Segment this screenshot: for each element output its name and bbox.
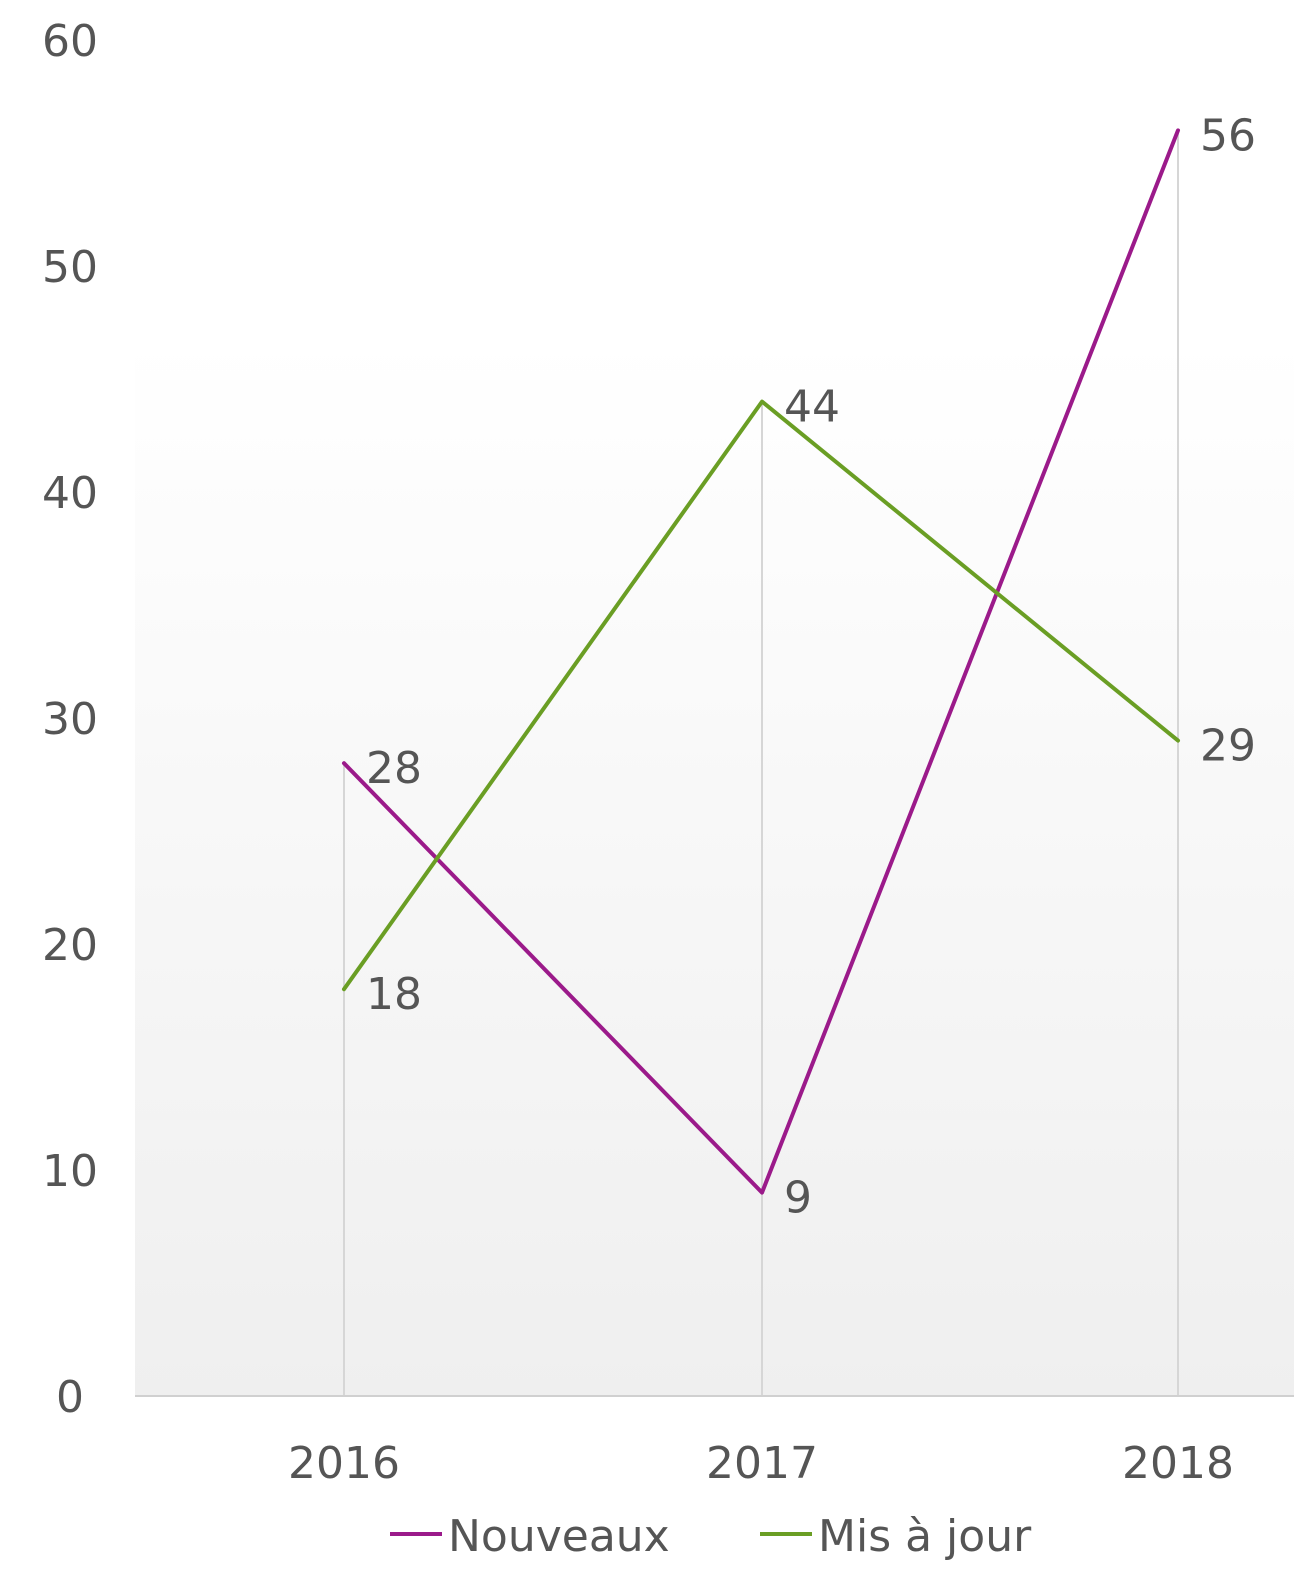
y-tick-label: 50 bbox=[42, 242, 98, 293]
plot-background bbox=[135, 40, 1294, 1396]
y-tick-label: 20 bbox=[42, 920, 98, 971]
x-tick-label: 2017 bbox=[706, 1438, 818, 1489]
data-label: 9 bbox=[784, 1173, 812, 1224]
y-tick-label: 40 bbox=[42, 468, 98, 519]
data-label: 29 bbox=[1200, 721, 1256, 772]
data-labels: 28 9 56 18 44 29 bbox=[366, 110, 1256, 1223]
drop-lines bbox=[343, 130, 1179, 1396]
x-tick-label: 2018 bbox=[1122, 1438, 1234, 1489]
series-line-nouveaux bbox=[342, 128, 1180, 1195]
data-label: 56 bbox=[1200, 110, 1256, 161]
y-tick-label: 30 bbox=[42, 694, 98, 745]
data-label: 28 bbox=[366, 743, 422, 794]
data-label: 18 bbox=[366, 969, 422, 1020]
series-lines bbox=[342, 128, 1180, 1195]
x-tick-label: 2016 bbox=[288, 1438, 400, 1489]
legend-label: Nouveaux bbox=[448, 1511, 670, 1562]
legend: Nouveaux Mis à jour bbox=[390, 1511, 1032, 1562]
legend-label: Mis à jour bbox=[818, 1511, 1032, 1562]
y-tick-label: 60 bbox=[42, 16, 98, 67]
x-axis: 2016 2017 2018 bbox=[288, 1438, 1234, 1489]
series-line-mis-a-jour bbox=[342, 399, 1180, 992]
y-tick-label: 10 bbox=[42, 1146, 98, 1197]
y-axis: 0 10 20 30 40 50 60 bbox=[42, 16, 98, 1423]
y-tick-label: 0 bbox=[56, 1372, 84, 1423]
data-label: 44 bbox=[784, 382, 840, 433]
